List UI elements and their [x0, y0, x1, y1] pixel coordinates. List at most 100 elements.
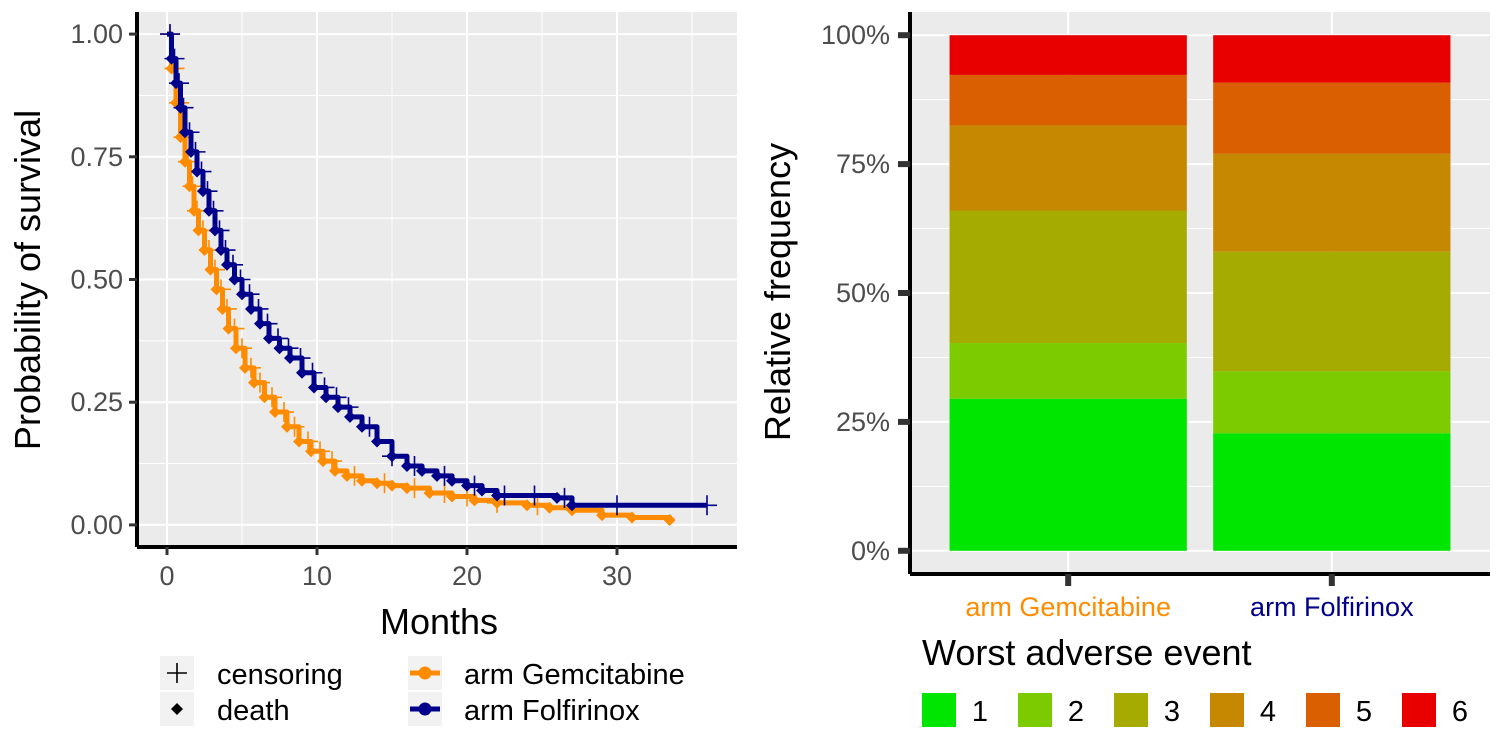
km-death-marker	[344, 410, 356, 423]
ae-legend-swatch	[1018, 693, 1052, 727]
km-x-tick-label: 30	[602, 561, 632, 591]
km-censor-marker	[464, 475, 485, 496]
ae-x-tick-label: arm Gemcitabine	[965, 592, 1171, 622]
km-panel: 0 10 20 30 0.00 0.25 0.50 0.75 1.00 Months Prob…	[7, 12, 737, 727]
km-y-axis-title: Probability of survival	[7, 110, 48, 450]
legend-label-gemcitabine: arm Gemcitabine	[464, 659, 685, 691]
ae-legend-item-6: 6	[1402, 693, 1468, 728]
km-censor-marker	[205, 259, 225, 280]
ae-y-tick-label: 100%	[821, 20, 890, 50]
km-series-group	[160, 24, 717, 527]
km-censor-marker	[209, 220, 230, 241]
km-x-axis-title: Months	[380, 601, 498, 642]
legend-item-folfirinox: arm Folfirinox	[408, 692, 640, 727]
km-series-arm-gemcitabine	[160, 24, 676, 527]
km-gridlines	[137, 12, 737, 547]
legend-item-death: death	[160, 692, 290, 727]
ae-y-tick-label: 75%	[836, 149, 890, 179]
km-censor-marker	[278, 338, 299, 359]
km-censor-marker	[284, 416, 305, 437]
ae-legend: Worst adverse event 1 2 3 4 5 6	[922, 632, 1468, 728]
km-censor-marker	[185, 141, 206, 162]
ae-bar-segment-grade-6	[1213, 35, 1451, 83]
ae-x-ticks: arm Gemcitabine arm Folfirinox	[965, 574, 1414, 622]
km-censor-marker	[164, 48, 185, 69]
ae-legend-label: 1	[972, 696, 988, 728]
ae-y-tick-label: 25%	[836, 407, 890, 437]
ae-legend-label: 5	[1356, 696, 1372, 728]
ae-bar-segment-grade-2	[1213, 371, 1451, 434]
ae-legend-item-3: 3	[1114, 693, 1180, 728]
km-y-tick-label: 0.25	[70, 387, 123, 417]
ae-legend-item-5: 5	[1306, 693, 1372, 728]
km-death-marker	[626, 511, 638, 524]
km-censor-marker	[322, 451, 342, 472]
ae-bar-segment-grade-3	[1213, 251, 1451, 372]
ae-legend-item-4: 4	[1210, 693, 1276, 728]
km-censor-marker	[223, 254, 243, 275]
km-death-marker	[371, 435, 383, 448]
km-censor-marker	[268, 328, 288, 349]
km-y-tick-label: 0.00	[70, 510, 123, 540]
km-censor-marker	[215, 240, 236, 261]
km-censor-marker	[169, 73, 189, 94]
ae-legend-swatch	[1402, 693, 1436, 727]
km-death-marker	[416, 464, 428, 477]
ae-bar-segment-grade-1	[949, 398, 1187, 551]
ae-legend-label: 2	[1068, 696, 1084, 728]
ae-legend-label: 6	[1452, 696, 1468, 728]
ae-y-tick-label: 50%	[836, 278, 890, 308]
km-death-marker	[596, 509, 608, 522]
km-censor-marker	[344, 465, 365, 486]
km-death-marker	[320, 391, 332, 404]
ae-bar-segment-grade-4	[1213, 153, 1451, 252]
legend-dot-folfirinox	[418, 702, 432, 716]
km-x-tick-label: 10	[302, 561, 332, 591]
diamond-marker-icon	[171, 703, 183, 715]
km-censor-marker	[239, 284, 260, 305]
km-censor-marker	[494, 485, 515, 506]
ae-legend-label: 3	[1164, 696, 1180, 728]
ae-bar-segment-grade-2	[949, 343, 1187, 399]
km-death-marker	[308, 381, 320, 394]
km-censor-marker	[232, 338, 252, 359]
km-censor-marker	[524, 485, 545, 506]
km-censor-marker	[607, 495, 627, 516]
km-censor-marker	[290, 348, 311, 369]
ae-bar-segment-grade-4	[949, 125, 1187, 211]
km-censor-marker	[326, 387, 347, 408]
ae-bar-segment-grade-5	[949, 74, 1187, 126]
km-censor-marker	[302, 362, 323, 383]
legend-item-censoring: censoring	[160, 656, 343, 691]
km-death-marker	[566, 499, 578, 512]
km-censor-marker	[554, 487, 575, 508]
km-death-marker	[663, 514, 676, 527]
km-censor-marker	[310, 441, 330, 462]
km-x-ticks: 0 10 20 30	[159, 547, 632, 591]
ae-bar-segment-grade-1	[1213, 433, 1451, 551]
ae-bar-arm-gemcitabine	[949, 35, 1187, 551]
km-death-marker	[468, 494, 481, 507]
km-censor-marker	[241, 357, 261, 378]
km-death-marker	[356, 474, 368, 487]
km-death-marker	[284, 352, 296, 365]
ae-legend-items: 1 2 3 4 5 6	[922, 693, 1468, 728]
km-censor-marker	[173, 97, 194, 118]
km-censor-marker	[197, 181, 218, 202]
ae-legend-label: 4	[1260, 696, 1276, 728]
km-death-marker	[446, 474, 458, 487]
km-censor-marker	[248, 298, 269, 319]
ae-legend-swatch	[1114, 693, 1148, 727]
ae-bar-segment-grade-5	[1213, 82, 1451, 154]
km-death-marker	[423, 487, 436, 500]
km-death-marker	[476, 484, 488, 497]
ae-y-ticks: 0% 25% 50% 75% 100%	[821, 20, 910, 566]
km-censor-marker	[404, 456, 425, 477]
km-censor-marker	[382, 446, 402, 467]
ae-bars-group	[949, 35, 1451, 551]
km-censor-marker	[250, 372, 270, 393]
km-censor-marker	[182, 176, 203, 197]
km-x-tick-label: 20	[452, 561, 482, 591]
km-censor-marker	[224, 318, 245, 339]
ae-bar-arm-folfirinox	[1213, 35, 1451, 551]
